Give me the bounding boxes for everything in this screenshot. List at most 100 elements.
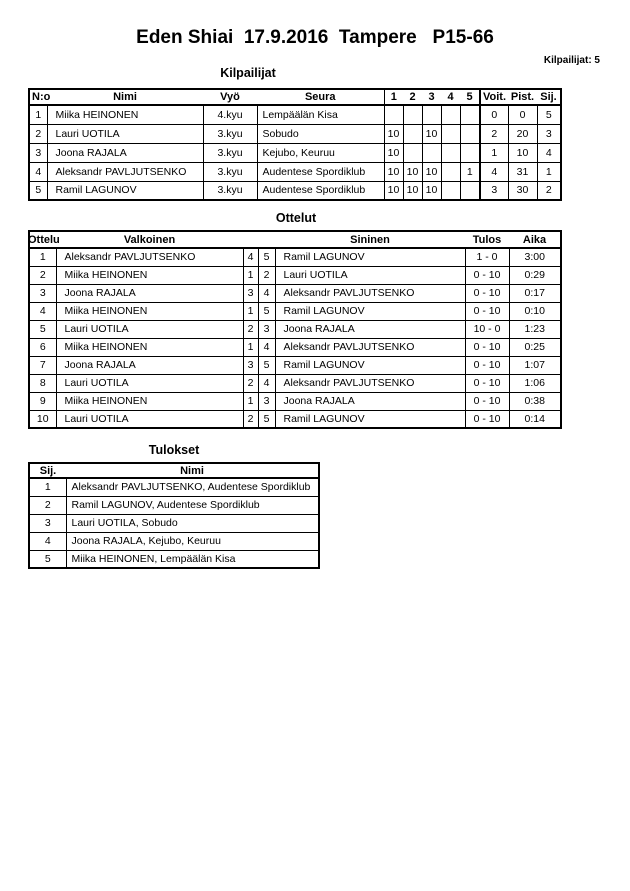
table-row: 4 Miika HEINONEN 1 5 Ramil LAGUNOV 0 - 1…	[28, 301, 562, 321]
cell-sininen: Ramil LAGUNOV	[274, 247, 466, 267]
cell-valkoinen: Miika HEINONEN	[55, 391, 244, 411]
cell-tulos: 0 - 10	[464, 391, 510, 411]
col-match-3: 3	[422, 89, 441, 106]
cell-match-5: 1	[459, 161, 481, 182]
cell-vyo: 3.kyu	[202, 161, 258, 182]
cell-no: 4	[28, 161, 48, 182]
table-row: 5 Lauri UOTILA 2 3 Joona RAJALA 10 - 0 1…	[28, 319, 562, 339]
cell-nimi: Miika HEINONEN	[46, 104, 204, 125]
cell-match-1: 10	[383, 142, 404, 163]
col-pist: Pist.	[508, 89, 537, 106]
table-row: 2 Lauri UOTILA 3.kyu Sobudo 10 10 2 20 3	[28, 123, 562, 144]
cell-vyo: 4.kyu	[202, 104, 258, 125]
cell-valkoinen: Joona RAJALA	[55, 283, 244, 303]
cell-nimi: Joona RAJALA, Kejubo, Keuruu	[65, 531, 320, 551]
cell-valkoinen: Lauri UOTILA	[55, 409, 244, 429]
cell-aika: 0:10	[508, 301, 562, 321]
cell-sij: 4	[536, 142, 562, 163]
cell-sij: 3	[536, 123, 562, 144]
cell-tulos: 0 - 10	[464, 409, 510, 429]
cell-match-1: 10	[383, 180, 404, 201]
competitors-body: 1 Miika HEINONEN 4.kyu Lempäälän Kisa 0 …	[28, 104, 562, 201]
cell-seura: Kejubo, Keuruu	[256, 142, 385, 163]
cell-sij: 4	[28, 531, 67, 551]
cell-match-4	[440, 123, 461, 144]
cell-sij: 2	[536, 180, 562, 201]
cell-match-4	[440, 161, 461, 182]
cell-valkoinen: Aleksandr PAVLJUTSENKO	[55, 247, 244, 267]
cell-aika: 1:06	[508, 373, 562, 393]
cell-match-2	[402, 142, 423, 163]
section-title-kilpailijat: Kilpailijat	[220, 66, 276, 80]
cell-pist: 0	[507, 104, 538, 125]
cell-seura: Audentese Spordiklub	[256, 180, 385, 201]
cell-sij: 2	[28, 495, 67, 515]
cell-vyo: 3.kyu	[202, 123, 258, 144]
cell-blue-number: 3	[257, 319, 276, 339]
cell-nimi: Ramil LAGUNOV	[46, 180, 204, 201]
cell-blue-number: 5	[257, 247, 276, 267]
cell-valkoinen: Joona RAJALA	[55, 355, 244, 375]
cell-match-3	[421, 142, 442, 163]
cell-seura: Sobudo	[256, 123, 385, 144]
results-header-row: Sij. Nimi	[29, 463, 319, 479]
cell-valkoinen: Lauri UOTILA	[55, 319, 244, 339]
cell-nimi: Aleksandr PAVLJUTSENKO, Audentese Spordi…	[65, 477, 320, 497]
table-row: 3 Lauri UOTILA, Sobudo	[28, 513, 320, 533]
cell-sij: 1	[28, 477, 67, 497]
cell-match-5	[459, 180, 481, 201]
cell-ottelu: 9	[28, 391, 57, 411]
cell-white-number: 1	[242, 265, 259, 285]
cell-match-2	[402, 123, 423, 144]
cell-nimi: Aleksandr PAVLJUTSENKO	[46, 161, 204, 182]
cell-no: 3	[28, 142, 48, 163]
cell-sininen: Lauri UOTILA	[274, 265, 466, 285]
cell-aika: 0:17	[508, 283, 562, 303]
cell-match-3: 10	[421, 180, 442, 201]
cell-aika: 3:00	[508, 247, 562, 267]
cell-tulos: 1 - 0	[464, 247, 510, 267]
cell-no: 2	[28, 123, 48, 144]
table-row: 7 Joona RAJALA 3 5 Ramil LAGUNOV 0 - 10 …	[28, 355, 562, 375]
table-row: 1 Aleksandr PAVLJUTSENKO 4 5 Ramil LAGUN…	[28, 247, 562, 267]
col-sininen: Sininen	[275, 231, 465, 249]
cell-match-2	[402, 104, 423, 125]
col-match-1: 1	[383, 89, 403, 106]
table-row: 6 Miika HEINONEN 1 4 Aleksandr PAVLJUTSE…	[28, 337, 562, 357]
cell-match-5	[459, 123, 481, 144]
col-match-5: 5	[460, 89, 480, 106]
cell-no: 1	[28, 104, 48, 125]
competitors-header-row: N:o Nimi Vyö Seura 1 2 3 4 5 Voit. Pist.…	[29, 89, 561, 106]
col-seura: Seura	[257, 89, 384, 106]
cell-sininen: Aleksandr PAVLJUTSENKO	[274, 337, 466, 357]
cell-sininen: Ramil LAGUNOV	[274, 409, 466, 429]
cell-valkoinen: Miika HEINONEN	[55, 301, 244, 321]
cell-valkoinen: Miika HEINONEN	[55, 265, 244, 285]
cell-white-number: 2	[242, 409, 259, 429]
table-row: 3 Joona RAJALA 3 4 Aleksandr PAVLJUTSENK…	[28, 283, 562, 303]
col-nimi: Nimi	[47, 89, 203, 106]
cell-match-5	[459, 142, 481, 163]
cell-blue-number: 5	[257, 355, 276, 375]
cell-match-4	[440, 142, 461, 163]
cell-tulos: 10 - 0	[464, 319, 510, 339]
cell-white-number: 1	[242, 337, 259, 357]
cell-match-3: 10	[421, 123, 442, 144]
cell-voit: 3	[479, 180, 509, 201]
cell-white-number: 3	[242, 283, 259, 303]
cell-sij: 3	[28, 513, 67, 533]
cell-ottelu: 7	[28, 355, 57, 375]
table-row: 5 Miika HEINONEN, Lempäälän Kisa	[28, 549, 320, 569]
cell-white-number: 1	[242, 301, 259, 321]
cell-match-1: 10	[383, 123, 404, 144]
table-row: 1 Aleksandr PAVLJUTSENKO, Audentese Spor…	[28, 477, 320, 497]
cell-blue-number: 2	[257, 265, 276, 285]
cell-seura: Lempäälän Kisa	[256, 104, 385, 125]
results-table: Sij. Nimi 1 Aleksandr PAVLJUTSENKO, Aude…	[28, 462, 320, 569]
competitors-count-label: Kilpailijat: 5	[543, 55, 600, 66]
col-aika: Aika	[509, 231, 561, 249]
cell-aika: 1:07	[508, 355, 562, 375]
cell-match-5	[459, 104, 481, 125]
page-title: Eden Shiai 17.9.2016 Tampere P15-66	[136, 27, 494, 48]
